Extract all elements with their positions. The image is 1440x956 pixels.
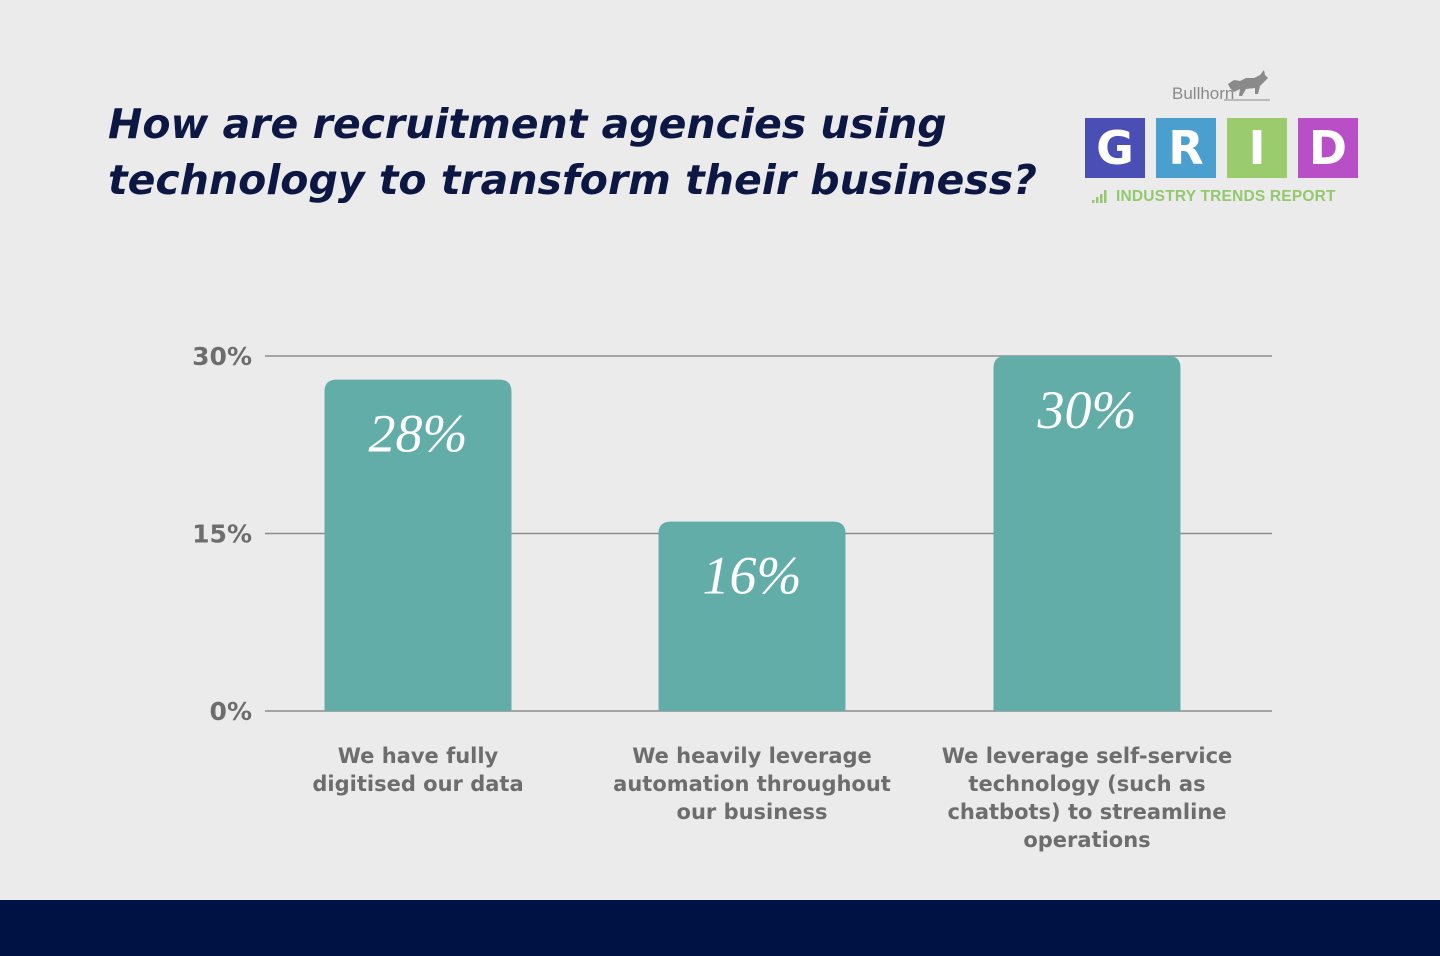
bar-value-label-3: 30% (1037, 380, 1137, 440)
grid-tile-r: R (1156, 118, 1216, 178)
x-category-label-line: digitised our data (312, 772, 524, 796)
x-category-label-3: We leverage self-service technology (such… (937, 742, 1237, 854)
x-category-label-line: automation throughout (613, 772, 891, 796)
x-category-label-line: our business (676, 800, 828, 824)
x-category-label-line: technology (such as (968, 772, 1206, 796)
grid-tile-i: I (1227, 118, 1287, 178)
y-tick-label: 0% (210, 697, 252, 726)
x-category-label-line: chatbots) to streamline (947, 800, 1227, 824)
chart-title: How are recruitment agencies using techn… (108, 96, 1068, 208)
footer-band (0, 900, 1440, 956)
chart-title-line-2: technology to transform their business? (108, 156, 1037, 204)
grid-logo: Bullhorn G R I D INDUSTRY TRENDS REPORT (1084, 64, 1360, 214)
report-tagline-text: INDUSTRY TRENDS REPORT (1116, 188, 1336, 205)
x-category-label-2: We heavily leverage automation throughout… (602, 742, 902, 826)
x-category-label-line: operations (1023, 828, 1151, 852)
grid-tile-g: G (1085, 118, 1145, 178)
bull-icon (1224, 70, 1270, 101)
chart-title-line-1: How are recruitment agencies using (108, 100, 947, 148)
bullhorn-wordmark: Bullhorn (1172, 84, 1235, 103)
x-category-label-line: We have fully (337, 744, 499, 768)
grid-tiles: G R I D (1085, 118, 1358, 178)
bar-1 (324, 379, 512, 711)
x-category-label-1: We have fully digitised our data (268, 742, 568, 798)
grid-tile-d: D (1298, 118, 1358, 178)
bar-chart-plot: 0% 15% 30% 28% 16% 30% (192, 342, 1272, 726)
bar-value-label-2: 16% (703, 546, 802, 606)
bar-3 (993, 356, 1181, 711)
y-tick-label: 15% (192, 520, 252, 549)
y-tick-label: 30% (192, 342, 252, 371)
report-tagline: INDUSTRY TRENDS REPORT (1092, 188, 1336, 206)
x-category-label-line: We leverage self-service (941, 744, 1233, 768)
bar-value-label-1: 28% (369, 404, 468, 464)
x-category-label-line: We heavily leverage (632, 744, 872, 768)
bar-2 (658, 521, 846, 711)
bar-chart-icon (1092, 190, 1107, 203)
